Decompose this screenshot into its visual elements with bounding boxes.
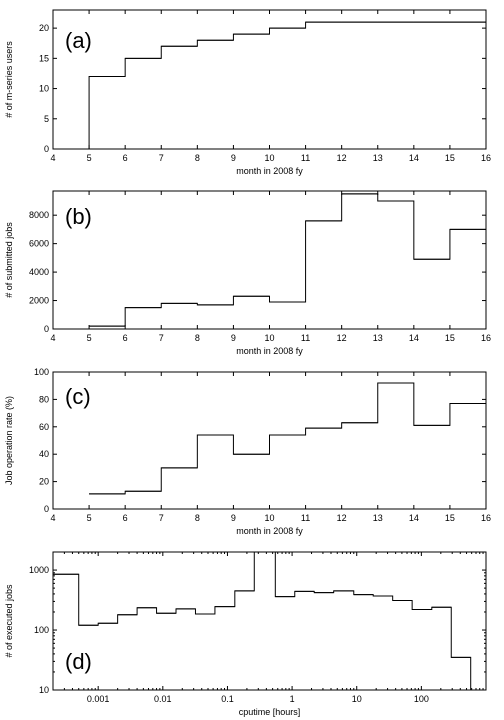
chart-panel-4: 0.001 0.01 0.1 1 10 100 10 100 1000 cputime [hour… [4,551,487,717]
y-tick-label: 1000 [29,565,49,575]
x-tick-label: 12 [337,513,347,523]
x-tick-label: 8 [195,513,200,523]
x-tick-label: 6 [123,333,128,343]
x-axis-label: month in 2008 fy [236,526,303,536]
x-tick-label: 5 [87,153,92,163]
y-tick-label: 60 [39,422,49,432]
series-line [89,193,486,327]
x-tick-label: 10 [352,694,362,704]
x-tick-label: 0.001 [87,694,110,704]
y-tick-label: 8000 [29,210,49,220]
x-tick-label: 7 [159,513,164,523]
x-tick-label: 5 [87,513,92,523]
x-tick-label: 4 [50,153,55,163]
x-tick-label: 14 [409,153,419,163]
x-tick-label: 15 [445,333,455,343]
y-tick-label: 0 [44,144,49,154]
x-tick-label: 12 [337,333,347,343]
y-tick-label: 80 [39,394,49,404]
panel-label: (a) [65,28,92,53]
x-tick-label: 0.01 [154,694,172,704]
y-tick-label: 100 [34,367,49,377]
x-tick-label: 9 [231,153,236,163]
y-axis-label: # of submitted jobs [4,222,14,298]
x-tick-label: 16 [481,333,491,343]
x-tick-label: 16 [481,153,491,163]
x-tick-label: 13 [373,333,383,343]
x-tick-label: 9 [231,333,236,343]
x-tick-label: 10 [264,153,274,163]
x-tick-label: 15 [445,513,455,523]
x-tick-label: 6 [123,513,128,523]
y-axis-label: # of executed jobs [4,584,14,658]
panel-label: (b) [65,204,92,229]
y-tick-label: 15 [39,53,49,63]
y-tick-label: 4000 [29,267,49,277]
x-tick-label: 100 [414,694,429,704]
x-tick-label: 7 [159,153,164,163]
x-tick-label: 6 [123,153,128,163]
x-tick-label: 12 [337,153,347,163]
x-tick-label: 5 [87,333,92,343]
x-axis-label: month in 2008 fy [236,166,303,176]
panel-label: (c) [65,384,91,409]
y-tick-label: 20 [39,23,49,33]
x-tick-label: 10 [264,513,274,523]
y-tick-label: 0 [44,324,49,334]
chart-panel-2: 4 5 6 7 8 9 10 11 12 13 14 15 16 0 2000 4000 6000 8000 mon… [4,190,491,356]
x-tick-label: 13 [373,513,383,523]
x-tick-label: 9 [231,513,236,523]
x-tick-label: 14 [409,333,419,343]
x-tick-label: 10 [264,333,274,343]
plot-frame [52,190,487,330]
y-tick-label: 10 [39,685,49,695]
x-tick-label: 11 [301,513,310,523]
y-tick-label: 2000 [29,296,49,306]
series-line [53,551,472,690]
x-tick-label: 15 [445,153,455,163]
x-tick-label: 16 [481,513,491,523]
y-tick-label: 20 [39,477,49,487]
y-tick-label: 40 [39,449,49,459]
x-tick-label: 11 [301,153,310,163]
y-tick-label: 10 [39,84,49,94]
series-line [88,21,486,149]
x-tick-label: 8 [195,333,200,343]
x-axis-label: month in 2008 fy [236,346,303,356]
x-tick-label: 14 [409,513,419,523]
y-tick-label: 5 [44,114,49,124]
x-tick-label: 4 [50,333,55,343]
series-line [89,382,486,495]
x-tick-label: 0.1 [221,694,234,704]
x-tick-label: 8 [195,153,200,163]
x-tick-label: 11 [301,333,310,343]
x-tick-label: 13 [373,153,383,163]
x-tick-label: 4 [50,513,55,523]
chart-panel-3: 4 5 6 7 8 9 10 11 12 13 14 15 16 0 20 40 60 80 100 month in… [4,367,491,536]
x-tick-label: 1 [290,694,295,704]
y-axis-label: Job operation rate (%) [4,396,14,485]
y-tick-label: 0 [44,504,49,514]
panel-label: (d) [65,649,92,674]
y-axis-label: # of m-series users [4,41,14,118]
x-axis-label: cputime [hours] [239,707,301,717]
x-tick-label: 7 [159,333,164,343]
y-tick-label: 6000 [29,239,49,249]
y-tick-label: 100 [34,625,49,635]
chart-panel-1: 4 5 6 7 8 9 10 11 12 13 14 15 16 0 5 10 15 20 month in 200… [4,9,491,176]
